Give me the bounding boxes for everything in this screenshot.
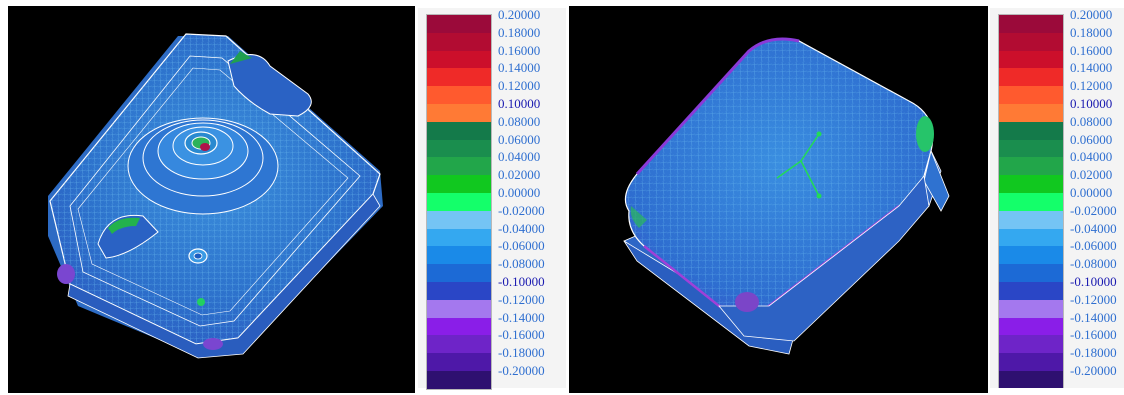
swatch: [427, 86, 491, 104]
swatch: [427, 103, 491, 122]
swatch: [999, 50, 1063, 69]
swatch: [999, 121, 1063, 140]
legend-label: 0.12000: [498, 78, 541, 94]
legend-label: -0.16000: [498, 327, 545, 343]
swatch: [427, 68, 491, 87]
swatch: [427, 175, 491, 193]
swatch: [999, 157, 1063, 176]
colormap-part-bottom-render: [623, 37, 950, 355]
legend-label: 0.16000: [498, 42, 541, 58]
swatch: [999, 353, 1063, 371]
legend-label: 0.14000: [1070, 60, 1113, 76]
legend-label: -0.06000: [498, 238, 545, 254]
legend-label: 0.10000: [498, 96, 541, 111]
legend-label: -0.16000: [1070, 327, 1117, 343]
legend-label: 0.00000: [498, 185, 541, 200]
legend-label: 0.02000: [1070, 167, 1113, 183]
legend-label: 0.08000: [498, 113, 541, 129]
swatch: [999, 264, 1063, 282]
swatch: [999, 299, 1063, 318]
legend-label: -0.02000: [1070, 202, 1117, 218]
swatch: [999, 210, 1063, 229]
legend-label: 0.18000: [1070, 24, 1113, 40]
legend-label: -0.08000: [1070, 256, 1117, 272]
legend-label: 0.12000: [1070, 78, 1113, 94]
swatch: [427, 50, 491, 69]
swatch: [427, 246, 491, 265]
swatch: [999, 15, 1063, 33]
legend-label: 0.18000: [498, 24, 541, 40]
swatch: [427, 370, 491, 389]
legend-label: 0.20000: [1070, 8, 1113, 22]
legend-label: -0.20000: [498, 363, 545, 378]
legend-label: -0.14000: [498, 309, 545, 325]
swatch: [427, 121, 491, 140]
swatch: [999, 103, 1063, 122]
legend-label: 0.14000: [498, 60, 541, 76]
swatch: [999, 68, 1063, 87]
legend-label: -0.18000: [1070, 345, 1117, 361]
swatch: [427, 353, 491, 371]
legend-label: -0.10000: [498, 274, 545, 289]
swatch: [427, 317, 491, 336]
swatch: [427, 157, 491, 176]
legend-label: 0.04000: [1070, 149, 1113, 165]
legend-label: -0.20000: [1070, 363, 1117, 378]
swatch: [999, 335, 1063, 354]
swatch: [999, 246, 1063, 265]
swatch: [999, 32, 1063, 51]
legend-label: 0.04000: [498, 149, 541, 165]
swatch: [999, 281, 1063, 300]
swatch: [999, 228, 1063, 247]
legend-label: 0.16000: [1070, 42, 1113, 58]
swatch: [999, 317, 1063, 336]
colormap-part-top-render: [48, 33, 383, 359]
legend-label: -0.14000: [1070, 309, 1117, 325]
swatch: [427, 264, 491, 282]
legend-label: -0.08000: [498, 256, 545, 272]
swatch: [427, 299, 491, 318]
swatch: [427, 32, 491, 51]
swatch: [427, 228, 491, 247]
swatch: [427, 281, 491, 300]
deviation-viewport-right[interactable]: [569, 6, 988, 393]
color-scale-bar: [426, 14, 492, 390]
legend-label: -0.12000: [498, 291, 545, 307]
swatch: [999, 139, 1063, 158]
swatch: [999, 370, 1063, 388]
legend-label: 0.00000: [1070, 185, 1113, 200]
legend-label: 0.20000: [498, 7, 541, 22]
legend-label: -0.18000: [498, 345, 545, 361]
legend-label: 0.06000: [1070, 131, 1113, 147]
swatch: [427, 210, 491, 229]
legend-label: -0.02000: [498, 202, 545, 218]
legend-label: 0.06000: [498, 131, 541, 147]
color-legend-left: 0.20000 0.18000 0.16000 0.14000 0.12000 …: [418, 7, 566, 390]
swatch: [427, 335, 491, 354]
legend-label: 0.08000: [1070, 113, 1113, 129]
legend-label: -0.04000: [1070, 220, 1117, 236]
color-legend-right: 0.20000 0.18000 0.16000 0.14000 0.12000 …: [990, 8, 1124, 388]
swatch: [999, 192, 1063, 211]
swatch: [999, 86, 1063, 104]
legend-label: -0.06000: [1070, 238, 1117, 254]
swatch: [427, 192, 491, 211]
deviation-viewport-left[interactable]: [8, 6, 415, 393]
color-scale-bar: [998, 14, 1064, 388]
legend-label: 0.10000: [1070, 96, 1113, 111]
swatch: [427, 139, 491, 158]
swatch: [427, 15, 491, 33]
legend-label: -0.04000: [498, 220, 545, 236]
legend-label: -0.10000: [1070, 274, 1117, 289]
swatch: [999, 175, 1063, 193]
legend-label: 0.02000: [498, 167, 541, 183]
legend-label: -0.12000: [1070, 291, 1117, 307]
